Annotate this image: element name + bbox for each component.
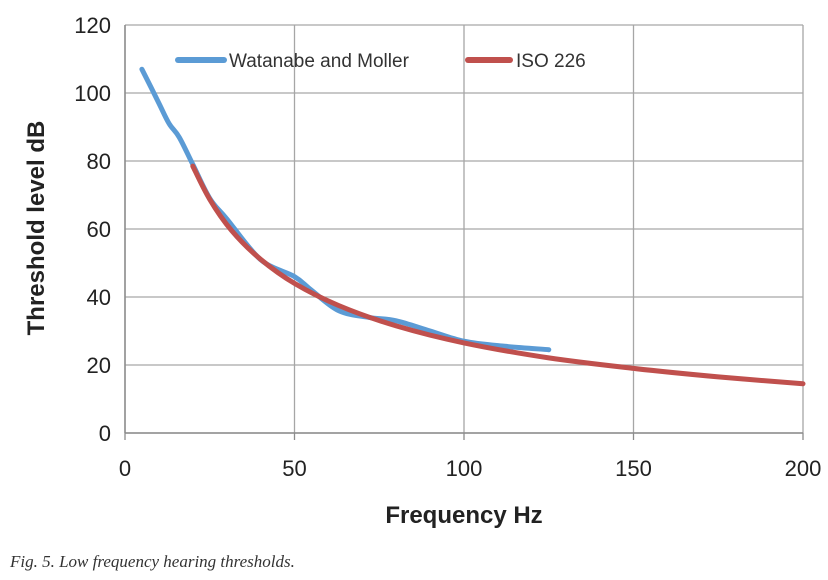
x-tick-label: 100	[446, 456, 483, 481]
series-line-iso-226	[190, 163, 806, 387]
legend: Watanabe and Moller ISO 226	[175, 51, 586, 72]
series-line-watanabe-moller	[139, 66, 552, 353]
y-axis-title: Threshold level dB	[23, 121, 50, 336]
line-chart: 0 20 40 60 80 100 120 0 50 100 150 200 Threshold l…	[23, 13, 822, 529]
y-tick-label: 60	[87, 217, 111, 242]
y-tick-label: 0	[99, 421, 111, 446]
x-axis-title: Frequency Hz	[385, 502, 542, 529]
legend-label-watanabe: Watanabe and Moller	[229, 51, 410, 72]
y-tick-label: 40	[87, 285, 111, 310]
x-tick-label: 0	[119, 456, 131, 481]
x-axis: 0 50 100 150 200	[119, 432, 822, 481]
y-tick-label: 100	[74, 81, 111, 106]
y-tick-label: 120	[74, 13, 111, 38]
gridlines	[124, 24, 804, 434]
y-axis: 0 20 40 60 80 100 120	[74, 13, 126, 446]
series-lines	[139, 66, 806, 387]
y-tick-label: 80	[87, 149, 111, 174]
x-tick-label: 150	[615, 456, 652, 481]
y-tick-label: 20	[87, 353, 111, 378]
x-tick-label: 50	[282, 456, 306, 481]
x-tick-label: 200	[785, 456, 822, 481]
legend-label-iso: ISO 226	[516, 51, 586, 72]
figure-caption: Fig. 5. Low frequency hearing thresholds…	[10, 552, 295, 571]
